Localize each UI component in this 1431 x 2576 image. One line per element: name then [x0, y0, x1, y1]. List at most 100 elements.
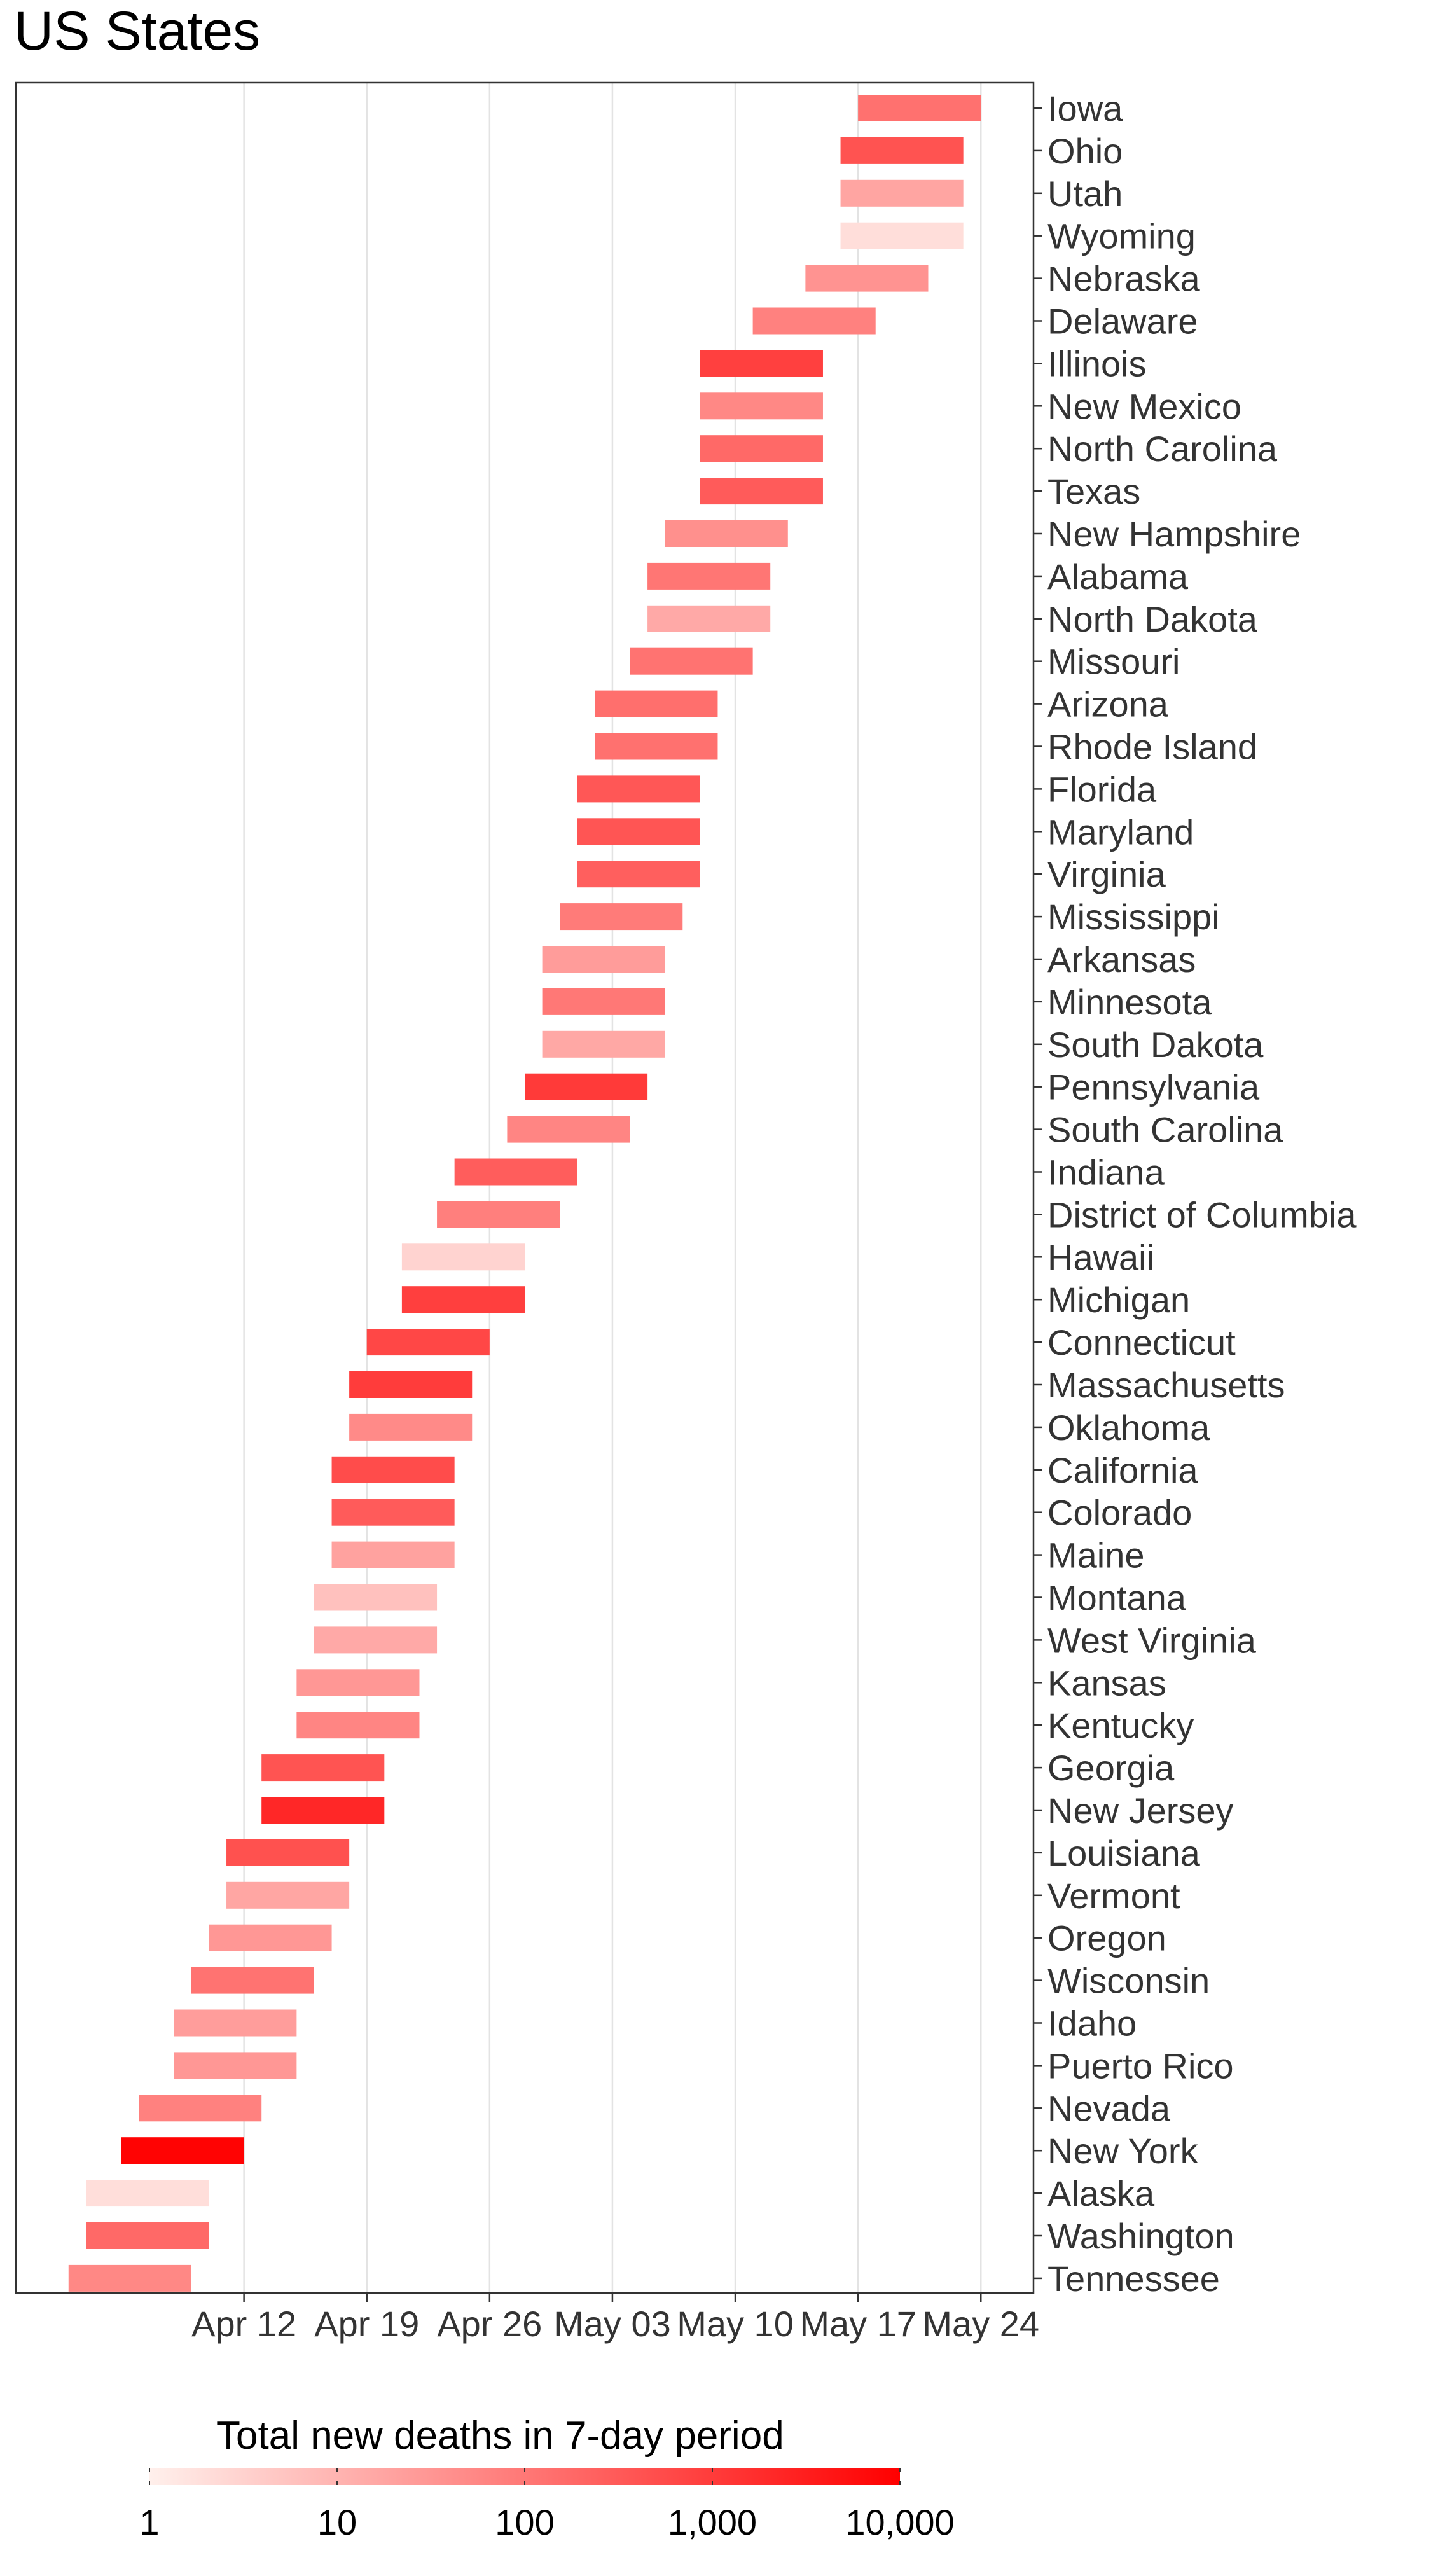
x-tick-label: May 24	[922, 2304, 1039, 2344]
state-label-kansas: Kansas	[1047, 1663, 1166, 1703]
bar-ohio	[840, 137, 964, 164]
state-label-ohio: Ohio	[1047, 131, 1123, 171]
state-label-north-carolina: North Carolina	[1047, 429, 1278, 469]
legend-tick-label: 1,000	[668, 2502, 757, 2542]
state-label-illinois: Illinois	[1047, 343, 1147, 384]
state-label-texas: Texas	[1047, 471, 1140, 511]
state-label-hawaii: Hawaii	[1047, 1237, 1154, 1277]
state-label-virginia: Virginia	[1047, 854, 1166, 894]
x-tick-label: May 10	[677, 2304, 794, 2344]
bar-massachusetts	[349, 1371, 473, 1398]
bar-florida	[577, 775, 700, 803]
bar-arizona	[595, 690, 718, 717]
legend-tick-label: 100	[495, 2502, 554, 2542]
bar-virginia	[577, 861, 700, 888]
bar-nebraska	[805, 265, 929, 292]
state-label-alabama: Alabama	[1047, 557, 1189, 597]
bar-california	[331, 1456, 455, 1483]
state-label-new-mexico: New Mexico	[1047, 386, 1241, 426]
legend: Total new deaths in 7-day period 1 10 100 1…	[139, 2414, 954, 2542]
bar-delaware	[752, 307, 876, 335]
bar-new-mexico	[700, 392, 823, 420]
bar-rhode-island	[595, 733, 718, 760]
gridlines	[243, 83, 982, 2293]
x-tick-label: May 03	[554, 2304, 671, 2344]
state-label-florida: Florida	[1047, 769, 1157, 809]
bar-alabama	[647, 562, 771, 590]
legend-ticks: 1 10 100 1,000 10,000	[139, 2468, 955, 2542]
state-label-new-jersey: New Jersey	[1047, 1790, 1234, 1831]
state-label-montana: Montana	[1047, 1578, 1187, 1618]
state-label-michigan: Michigan	[1047, 1280, 1190, 1320]
bar-west-virginia	[314, 1626, 438, 1654]
bar-north-dakota	[647, 605, 771, 632]
state-label-massachusetts: Massachusetts	[1047, 1365, 1285, 1405]
state-label-south-dakota: South Dakota	[1047, 1025, 1264, 1065]
legend-tick-label: 10,000	[845, 2502, 954, 2542]
x-axis: Apr 12 Apr 19 Apr 26 May 03 May 10 May 17 May …	[191, 2293, 1039, 2344]
x-tick-label: Apr 19	[314, 2304, 419, 2344]
bar-oklahoma	[349, 1413, 473, 1441]
state-label-california: California	[1047, 1450, 1198, 1490]
state-label-vermont: Vermont	[1047, 1876, 1180, 1916]
state-label-nevada: Nevada	[1047, 2088, 1171, 2128]
bar-connecticut	[366, 1329, 490, 1356]
bar-new-jersey	[261, 1797, 385, 1824]
bar-louisiana	[226, 1839, 350, 1866]
bar-texas	[700, 478, 823, 505]
bar-new-hampshire	[665, 520, 788, 547]
bar-utah	[840, 179, 964, 207]
bar-montana	[314, 1584, 438, 1611]
bar-hawaii	[401, 1243, 525, 1271]
bar-alaska	[86, 2180, 209, 2207]
bar-south-dakota	[542, 1030, 665, 1058]
state-label-pennsylvania: Pennsylvania	[1047, 1067, 1260, 1107]
state-label-delaware: Delaware	[1047, 301, 1198, 342]
bar-kentucky	[296, 1712, 420, 1739]
state-label-rhode-island: Rhode Island	[1047, 727, 1257, 767]
state-label-wyoming: Wyoming	[1047, 216, 1196, 256]
chart-title: US States	[14, 1, 260, 62]
bar-georgia	[261, 1754, 385, 1782]
state-label-indiana: Indiana	[1047, 1153, 1165, 1193]
state-label-georgia: Georgia	[1047, 1748, 1175, 1788]
state-label-south-carolina: South Carolina	[1047, 1110, 1283, 1150]
state-label-louisiana: Louisiana	[1047, 1833, 1201, 1873]
legend-tick-label: 10	[317, 2502, 357, 2542]
state-label-washington: Washington	[1047, 2216, 1234, 2256]
x-tick-label: Apr 12	[191, 2304, 296, 2344]
legend-tick-label: 1	[139, 2502, 159, 2542]
state-label-new-york: New York	[1047, 2131, 1199, 2171]
state-label-arizona: Arizona	[1047, 684, 1169, 724]
state-label-minnesota: Minnesota	[1047, 982, 1212, 1022]
state-label-iowa: Iowa	[1047, 88, 1123, 128]
bar-washington	[86, 2222, 209, 2249]
bar-pennsylvania	[525, 1073, 648, 1100]
state-label-north-dakota: North Dakota	[1047, 599, 1258, 639]
bar-oregon	[209, 1924, 332, 1951]
state-label-oklahoma: Oklahoma	[1047, 1408, 1210, 1448]
bar-missouri	[630, 647, 753, 675]
state-label-west-virginia: West Virginia	[1047, 1620, 1257, 1660]
state-label-missouri: Missouri	[1047, 642, 1180, 682]
state-label-colorado: Colorado	[1047, 1493, 1192, 1533]
bar-michigan	[401, 1286, 525, 1313]
state-label-wisconsin: Wisconsin	[1047, 1961, 1210, 2001]
bar-maine	[331, 1541, 455, 1568]
plot-panel	[15, 81, 1035, 2294]
bar-wyoming	[840, 222, 964, 249]
bar-colorado	[331, 1499, 455, 1526]
state-label-nebraska: Nebraska	[1047, 259, 1201, 299]
bars	[68, 95, 981, 2292]
bar-maryland	[577, 818, 700, 845]
bar-kansas	[296, 1669, 420, 1696]
bar-arkansas	[542, 946, 665, 973]
bar-wisconsin	[191, 1967, 314, 1994]
state-label-tennessee: Tennessee	[1047, 2259, 1220, 2299]
state-label-connecticut: Connecticut	[1047, 1322, 1236, 1362]
bar-iowa	[858, 95, 981, 121]
state-label-alaska: Alaska	[1047, 2173, 1155, 2213]
bar-idaho	[174, 2009, 297, 2037]
state-label-maryland: Maryland	[1047, 812, 1194, 852]
